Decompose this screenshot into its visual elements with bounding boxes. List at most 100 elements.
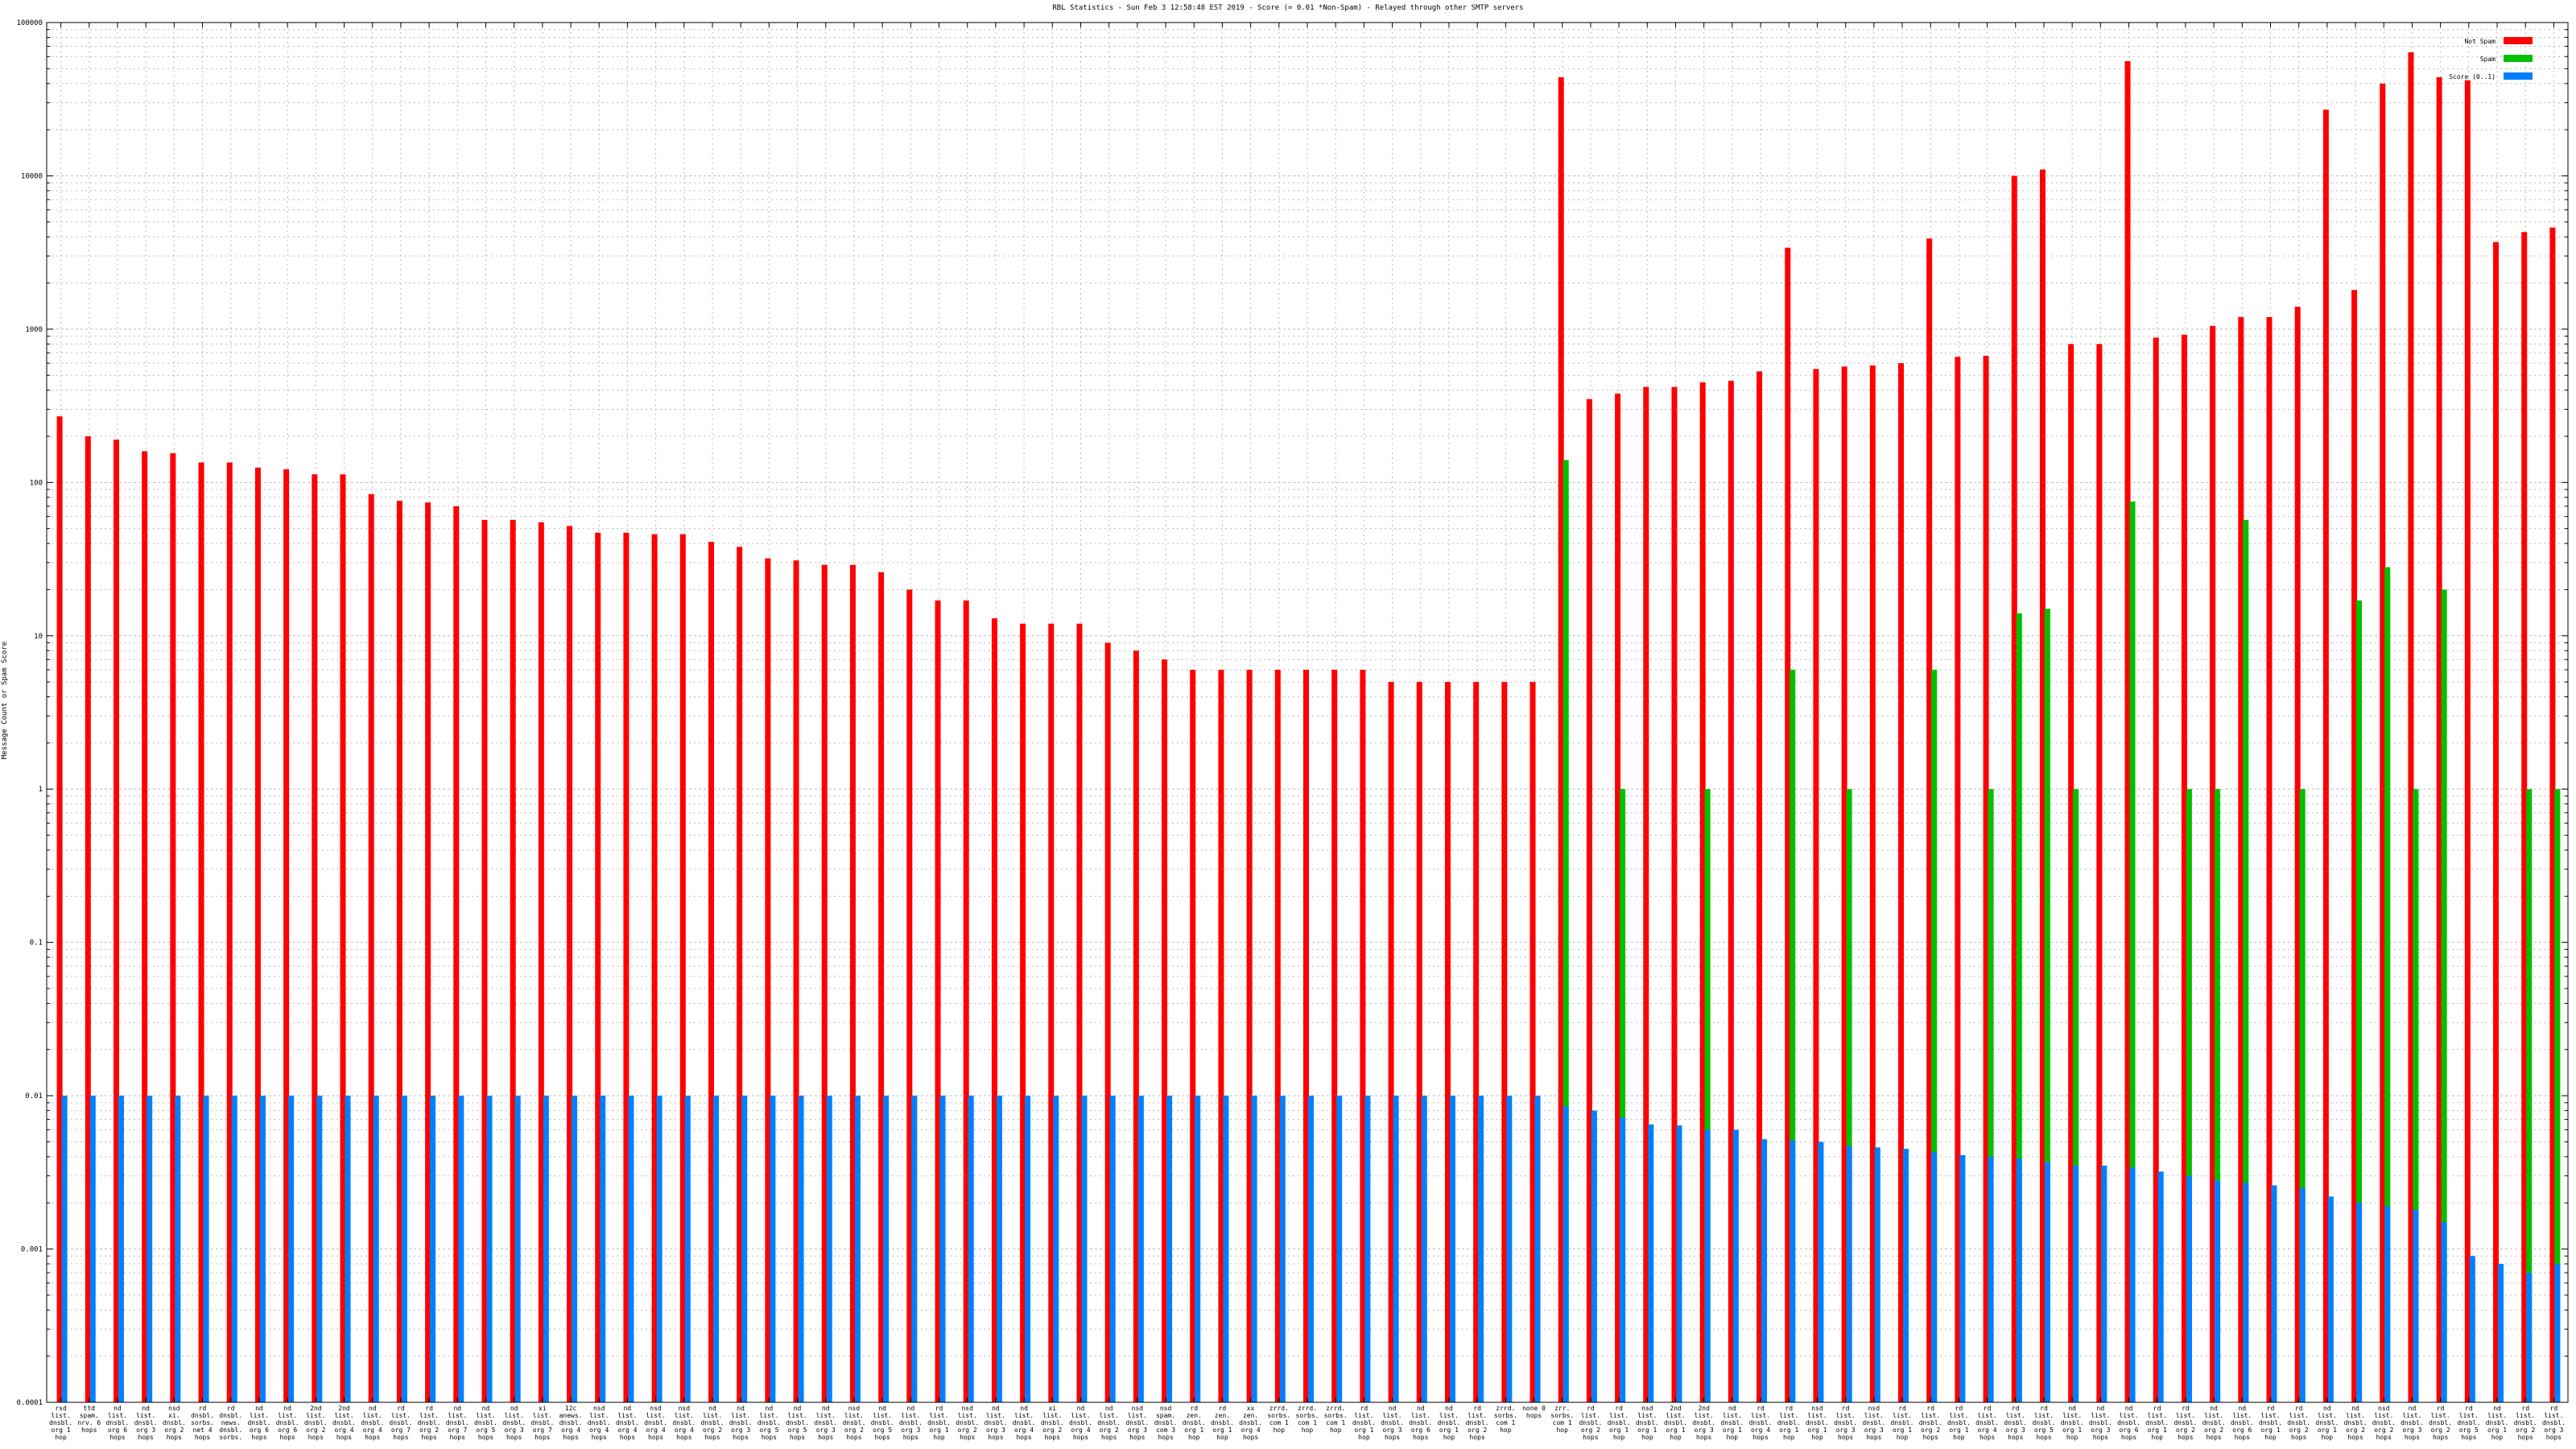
x-category-label: nsd xi. dnsbl. org 2 hops (163, 1405, 186, 1441)
score-bar (2441, 1222, 2447, 1402)
x-category-label: nd list. dnsbl. org 1 hop (2315, 1405, 2339, 1441)
x-category-label: zrr. sorbs. com 1 hop (1550, 1405, 1574, 1434)
x-category-label: rd list. dnsbl. org 1 hop (1352, 1405, 1376, 1441)
not-spam-bar (2294, 307, 2301, 1403)
x-category-label: rd list. dnsbl. org 1 hop (1947, 1405, 1971, 1441)
score-bar (316, 1096, 323, 1402)
score-bar (1676, 1125, 1682, 1402)
score-bar (1393, 1096, 1399, 1402)
not-spam-bar (312, 474, 318, 1402)
not-spam-bar (2380, 83, 2386, 1403)
x-category-label: rd list. dnsbl. org 3 hops (2542, 1405, 2566, 1441)
not-spam-bar (991, 618, 997, 1402)
not-spam-bar (793, 560, 799, 1402)
not-spam-bar (1388, 682, 1394, 1402)
score-bar (2554, 1264, 2561, 1402)
score-bar (543, 1096, 549, 1402)
not-spam-bar (2322, 109, 2329, 1403)
score-bar (2157, 1171, 2164, 1402)
not-spam-bar (1869, 365, 1876, 1402)
x-category-label: nd list. dnsbl. org 1 hop (1720, 1405, 1744, 1441)
not-spam-bar (1048, 623, 1055, 1402)
not-spam-bar (283, 469, 290, 1402)
x-category-label: nd list. dnsbl. org 3 hops (134, 1405, 158, 1441)
score-bar (741, 1096, 748, 1402)
not-spam-bar (2210, 325, 2216, 1402)
not-spam-bar (1274, 670, 1281, 1402)
not-spam-bar (708, 542, 714, 1403)
x-category-label: nd list. dnsbl. org 3 hops (2401, 1405, 2424, 1441)
not-spam-bar (481, 519, 488, 1402)
score-bar (458, 1096, 464, 1402)
score-bar (373, 1096, 379, 1402)
x-category-label: nd list. dnsbl. org 1 hop (2486, 1405, 2509, 1441)
not-spam-bar (906, 589, 913, 1402)
score-bar (1081, 1096, 1088, 1402)
not-spam-bar (2436, 76, 2442, 1402)
x-category-label: nd list. dnsbl. org 3 hops (1381, 1405, 1404, 1441)
spam-bar (2384, 567, 2391, 1402)
y-tick-label: 10000 (21, 172, 43, 180)
x-category-label: nd list. dnsbl. org 2 hops (1097, 1405, 1121, 1441)
not-spam-bar (254, 467, 261, 1402)
score-bar (1336, 1096, 1343, 1402)
y-tick-labels: 0.0001 0.001 0.01 0.1 1 10 100 1000 10000 100000 (16, 19, 43, 1407)
not-spam-bar (1841, 366, 1847, 1403)
not-spam-bar (878, 572, 885, 1402)
x-category-label: nd list. dnsbl. org 4 hops (616, 1405, 639, 1441)
spam-bar (1846, 789, 1852, 1402)
score-bar (2526, 1273, 2533, 1402)
x-category-label: nsd list. dnsbl. org 2 hops (956, 1405, 979, 1441)
not-spam-bar (2351, 290, 2358, 1402)
x-category-label: nd list. dnsbl. org 3 hops (2089, 1405, 2112, 1441)
plot-frame (46, 22, 2569, 1403)
score-bar (1195, 1096, 1201, 1402)
not-spam-bar (85, 436, 91, 1402)
y-tick-label: 100000 (16, 19, 43, 27)
not-spam-bar (1757, 371, 1763, 1402)
not-spam-bar (538, 522, 544, 1403)
x-category-label: none 0 hops (1522, 1405, 1546, 1419)
not-spam-bar (2039, 169, 2046, 1403)
score-bar (89, 1096, 96, 1402)
x-category-label: nsd list. dnsbl. org 3 hops (1862, 1405, 1885, 1441)
score-bar (1563, 1106, 1569, 1402)
score-bar (1053, 1096, 1059, 1402)
not-spam-bar (1728, 381, 1734, 1403)
x-category-label: xx zen. dnsbl. org 4 hops (1239, 1405, 1262, 1441)
not-spam-bar (1643, 386, 1649, 1403)
spam-bar (2554, 789, 2561, 1402)
score-bar (203, 1096, 209, 1402)
x-category-label: nd list. dnsbl. org 1 hop (1438, 1405, 1461, 1441)
x-category-label: nd list. dnsbl. org 5 hops (786, 1405, 809, 1441)
x-category-label: nd list. dnsbl. org 2 hops (2202, 1405, 2226, 1441)
not-spam-bar (1020, 623, 1026, 1402)
x-category-label: nd list. dnsbl. org 3 hops (814, 1405, 837, 1441)
score-bar (770, 1096, 776, 1402)
not-spam-bar (1983, 356, 1989, 1402)
score-bar (345, 1096, 351, 1402)
score-bar (656, 1096, 663, 1402)
spam-bar (2215, 789, 2221, 1402)
not-spam-bar (170, 453, 176, 1402)
score-bar (712, 1096, 719, 1402)
x-category-label: nsd list. dnsbl. org 4 hops (644, 1405, 667, 1441)
spam-bar (2129, 502, 2136, 1402)
not-spam-bar (2464, 80, 2471, 1402)
not-spam-bar (56, 416, 63, 1402)
not-spam-bar (2011, 175, 2017, 1402)
axes (46, 22, 2569, 1403)
x-category-label: rd dnsbl. sorbs. net 4 hops (191, 1405, 214, 1441)
not-spam-bar (737, 547, 743, 1402)
score-bar (2271, 1185, 2277, 1402)
x-category-label: rd list. dnsbl. org 2 hops (2287, 1405, 2310, 1441)
score-bar (854, 1096, 861, 1402)
not-spam-bar (595, 532, 601, 1402)
legend-label: Spam (2480, 56, 2496, 63)
score-bar (2101, 1165, 2107, 1402)
not-spam-bar (2521, 232, 2528, 1403)
score-bar (1506, 1096, 1513, 1402)
score-bar (1421, 1096, 1427, 1402)
x-category-label: nd list. dnsbl. org 6 hops (2117, 1405, 2140, 1441)
not-spam-bar (453, 506, 460, 1403)
